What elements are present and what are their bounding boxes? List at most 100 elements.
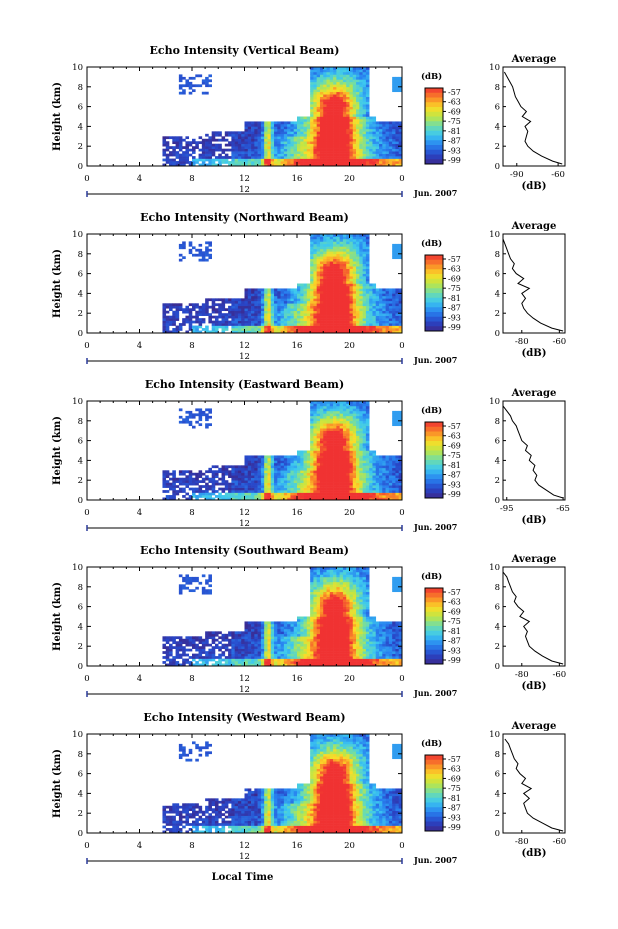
heatmap-cell (313, 74, 317, 78)
heatmap-cell (392, 487, 396, 491)
heatmap-cell (392, 89, 396, 93)
heatmap-cell (349, 290, 354, 294)
heatmap-cell (339, 401, 344, 404)
heatmap-cell (365, 492, 370, 496)
heatmap-cell (274, 295, 278, 299)
heatmap-cell (313, 482, 317, 486)
heatmap-cell (385, 497, 390, 501)
heatmap-cell (182, 91, 186, 95)
heatmap-cell (316, 288, 321, 292)
heatmap-cell (329, 433, 334, 436)
colorbar-segment (425, 135, 443, 141)
heatmap-cell (375, 151, 380, 154)
heatmap-cell (333, 443, 337, 446)
heatmap-cell (336, 156, 340, 159)
heatmap-cell (326, 271, 331, 274)
heatmap-cell (221, 148, 226, 152)
heatmap-cell (379, 492, 383, 496)
heatmap-cell (290, 482, 295, 486)
heatmap-cell (336, 300, 340, 304)
heatmap-cell (205, 408, 209, 412)
heatmap-cell (310, 295, 314, 299)
heatmap-cell (313, 318, 317, 321)
heatmap-cell (336, 495, 340, 498)
heatmap-cell (283, 300, 288, 304)
heatmap-cell (336, 234, 340, 237)
heatmap-cell (352, 106, 357, 110)
heatmap-cell (277, 133, 281, 137)
heatmap-cell (362, 253, 367, 257)
colorbar-segment (425, 278, 443, 284)
heatmap-cell (316, 71, 321, 75)
heatmap-cell (221, 465, 226, 469)
heatmap-cell (339, 114, 344, 117)
heatmap-cell (319, 428, 324, 431)
heatmap-cell (346, 146, 350, 149)
heatmap-cell (162, 158, 167, 162)
heatmap-cell (316, 452, 321, 456)
x-tick-label: 16 (292, 341, 303, 351)
heatmap-cell (214, 325, 219, 329)
heatmap-cell (306, 158, 311, 162)
heatmap-cell (365, 91, 370, 95)
heatmap-cell (392, 156, 396, 159)
heatmap-cell (319, 457, 324, 461)
heatmap-cell (339, 323, 344, 326)
heatmap-cell (247, 288, 252, 292)
heatmap-cell (300, 118, 304, 122)
heatmap-cell (214, 472, 219, 476)
heatmap-cell (352, 315, 357, 319)
heatmap-cell (172, 475, 176, 479)
heatmap-cell (372, 121, 377, 125)
heatmap-cell (349, 310, 354, 314)
heatmap-cell (310, 101, 314, 105)
heatmap-cell (372, 310, 377, 314)
heatmap-cell (287, 308, 291, 312)
heatmap-cell (395, 158, 400, 162)
heatmap-cell (300, 477, 304, 481)
x-tick-label: 20 (344, 174, 355, 184)
heatmap-cell (359, 462, 363, 466)
heatmap-cell (372, 320, 377, 324)
heatmap-cell (333, 403, 337, 407)
heatmap-cell (310, 457, 314, 461)
heatmap-cell (244, 133, 249, 137)
heatmap-cell (264, 310, 268, 314)
heatmap-cell (188, 487, 193, 491)
heatmap-cell (290, 318, 295, 321)
heatmap-cell (319, 71, 324, 75)
heatmap-cell (306, 156, 311, 159)
heatmap-cell (247, 151, 252, 154)
heatmap-cell (333, 268, 337, 272)
heatmap-cell (277, 121, 281, 125)
heatmap-cell (165, 325, 170, 329)
heatmap-cell (306, 490, 311, 493)
heatmap-cell (188, 423, 193, 427)
heatmap-cell (342, 318, 347, 321)
heatmap-cell (356, 435, 360, 439)
heatmap-cell (359, 420, 363, 424)
heatmap-cell (349, 256, 354, 260)
heatmap-cell (234, 325, 239, 329)
heatmap-cell (257, 153, 262, 157)
heatmap-cell (231, 143, 235, 147)
heatmap-cell (359, 238, 363, 242)
heatmap-cell (339, 285, 344, 289)
heatmap-cell (303, 465, 308, 469)
heatmap-cell (349, 313, 354, 316)
heatmap-cell (329, 492, 334, 496)
heatmap-cell (287, 460, 291, 464)
heatmap-cell (293, 455, 298, 459)
heatmap-cell (352, 470, 357, 474)
heatmap-cell (234, 156, 239, 159)
heatmap-cell (362, 84, 367, 88)
heatmap-cell (201, 143, 206, 147)
heatmap-cell (392, 298, 396, 302)
heatmap-cell (323, 462, 327, 466)
heatmap-cell (352, 401, 357, 404)
heatmap-cell (182, 320, 186, 324)
heatmap-cell (346, 490, 350, 493)
heatmap-cell (201, 156, 206, 159)
heatmap-cell (310, 445, 314, 449)
heatmap-cell (313, 243, 317, 247)
